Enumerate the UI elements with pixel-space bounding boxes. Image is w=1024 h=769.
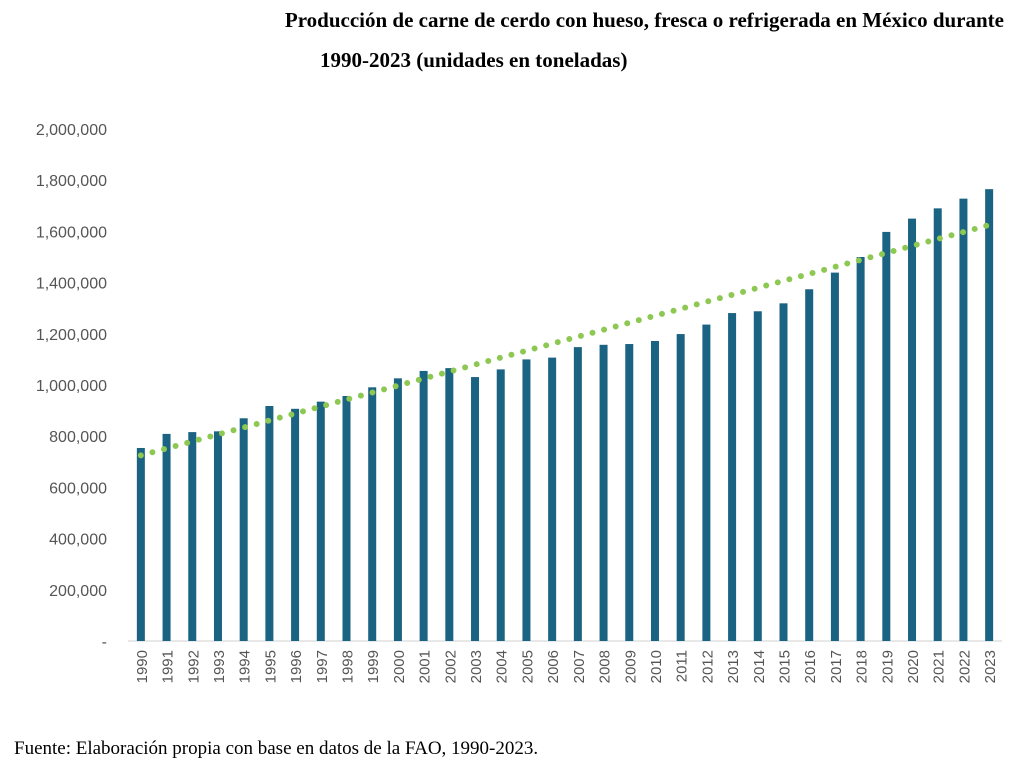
x-tick-label: 2009 bbox=[622, 650, 639, 683]
bar-2005 bbox=[522, 359, 531, 641]
bar-2013 bbox=[728, 313, 737, 641]
x-tick-label: 2022 bbox=[956, 650, 973, 683]
y-tick-label: - bbox=[102, 634, 107, 651]
bar-2020 bbox=[908, 218, 917, 641]
x-tick-label: 1998 bbox=[340, 650, 357, 683]
x-tick-label: 2021 bbox=[931, 650, 948, 683]
y-tick-label: 1,800,000 bbox=[36, 173, 107, 190]
x-tick-label: 1999 bbox=[365, 650, 382, 683]
bar-2003 bbox=[471, 377, 480, 641]
x-tick-label: 2019 bbox=[879, 650, 896, 683]
y-tick-label: 200,000 bbox=[49, 583, 107, 600]
bar-2002 bbox=[445, 368, 454, 641]
x-tick-label: 2020 bbox=[905, 650, 922, 683]
bar-2017 bbox=[830, 272, 839, 641]
bar-1998 bbox=[342, 396, 351, 641]
source-note: Fuente: Elaboración propia con base en d… bbox=[14, 738, 539, 759]
y-tick-label: 1,600,000 bbox=[36, 224, 107, 241]
x-tick-label: 2008 bbox=[597, 650, 614, 683]
x-tick-label: 1997 bbox=[314, 650, 331, 683]
y-tick-label: 1,000,000 bbox=[36, 378, 107, 395]
bar-2023 bbox=[985, 189, 994, 641]
bar-1991 bbox=[162, 433, 171, 641]
bar-1992 bbox=[188, 432, 197, 641]
x-tick-label: 1990 bbox=[134, 650, 151, 683]
x-tick-label: 2017 bbox=[828, 650, 845, 683]
bar-2007 bbox=[573, 347, 582, 641]
bar-2018 bbox=[856, 257, 865, 641]
chart-title-line1: Producción de carne de cerdo con hueso, … bbox=[284, 8, 1004, 32]
y-tick-label: 1,400,000 bbox=[36, 276, 107, 293]
x-tick-label: 2016 bbox=[802, 650, 819, 683]
y-tick-label: 1,200,000 bbox=[36, 327, 107, 344]
bar-2011 bbox=[676, 334, 685, 641]
bar-2000 bbox=[393, 378, 402, 641]
x-tick-label: 1996 bbox=[288, 650, 305, 683]
bar-2014 bbox=[753, 311, 762, 641]
x-tick-label: 2018 bbox=[854, 650, 871, 683]
bar-2019 bbox=[882, 231, 891, 642]
x-tick-label: 2004 bbox=[494, 650, 511, 683]
bar-1999 bbox=[368, 387, 377, 641]
chart-title-line2: 1990-2023 (unidades en toneladas) bbox=[320, 48, 628, 72]
x-tick-label: 2012 bbox=[699, 650, 716, 683]
bar-2008 bbox=[599, 344, 608, 641]
bar-2010 bbox=[650, 340, 659, 641]
x-tick-label: 2005 bbox=[519, 650, 536, 683]
chart: - 200,000 400,000 600,000 800,000 1,000,000 1,… bbox=[36, 122, 1002, 683]
x-tick-label: 2010 bbox=[648, 650, 665, 683]
bar-2021 bbox=[933, 208, 942, 642]
x-tick-label: 1991 bbox=[160, 650, 177, 683]
x-tick-label: 2007 bbox=[571, 650, 588, 683]
bar-1995 bbox=[265, 405, 274, 641]
bar-2009 bbox=[625, 344, 634, 641]
bar-2004 bbox=[496, 369, 505, 641]
bar-2015 bbox=[779, 303, 788, 641]
bar-2006 bbox=[548, 357, 557, 641]
bar-1994 bbox=[239, 418, 248, 641]
x-tick-label: 2001 bbox=[417, 650, 434, 683]
x-tick-label: 1994 bbox=[237, 650, 254, 683]
y-tick-label: 800,000 bbox=[49, 429, 107, 446]
bar-2022 bbox=[959, 198, 968, 641]
x-tick-label: 2015 bbox=[777, 650, 794, 683]
x-tick-label: 2013 bbox=[725, 650, 742, 683]
x-tick-label: 2003 bbox=[468, 650, 485, 683]
x-tick-label: 2011 bbox=[674, 650, 691, 682]
x-tick-label: 2002 bbox=[442, 650, 459, 683]
x-tick-label: 2014 bbox=[751, 650, 768, 683]
x-tick-label: 1992 bbox=[185, 650, 202, 683]
bar-2001 bbox=[419, 370, 428, 641]
x-tick-label: 2000 bbox=[391, 650, 408, 683]
x-tick-label: 2006 bbox=[545, 650, 562, 683]
bar-1997 bbox=[316, 401, 325, 641]
bar-2016 bbox=[805, 289, 814, 641]
y-tick-label: 2,000,000 bbox=[36, 122, 107, 139]
bar-1996 bbox=[291, 408, 300, 641]
y-tick-label: 400,000 bbox=[49, 532, 107, 549]
x-tick-label: 2023 bbox=[982, 650, 999, 683]
x-tick-label: 1995 bbox=[262, 650, 279, 683]
y-tick-label: 600,000 bbox=[49, 480, 107, 497]
bar-2012 bbox=[702, 324, 711, 641]
trendline bbox=[137, 222, 993, 459]
x-tick-label: 1993 bbox=[211, 650, 228, 683]
bar-1990 bbox=[136, 447, 145, 641]
bar-1993 bbox=[213, 431, 222, 641]
